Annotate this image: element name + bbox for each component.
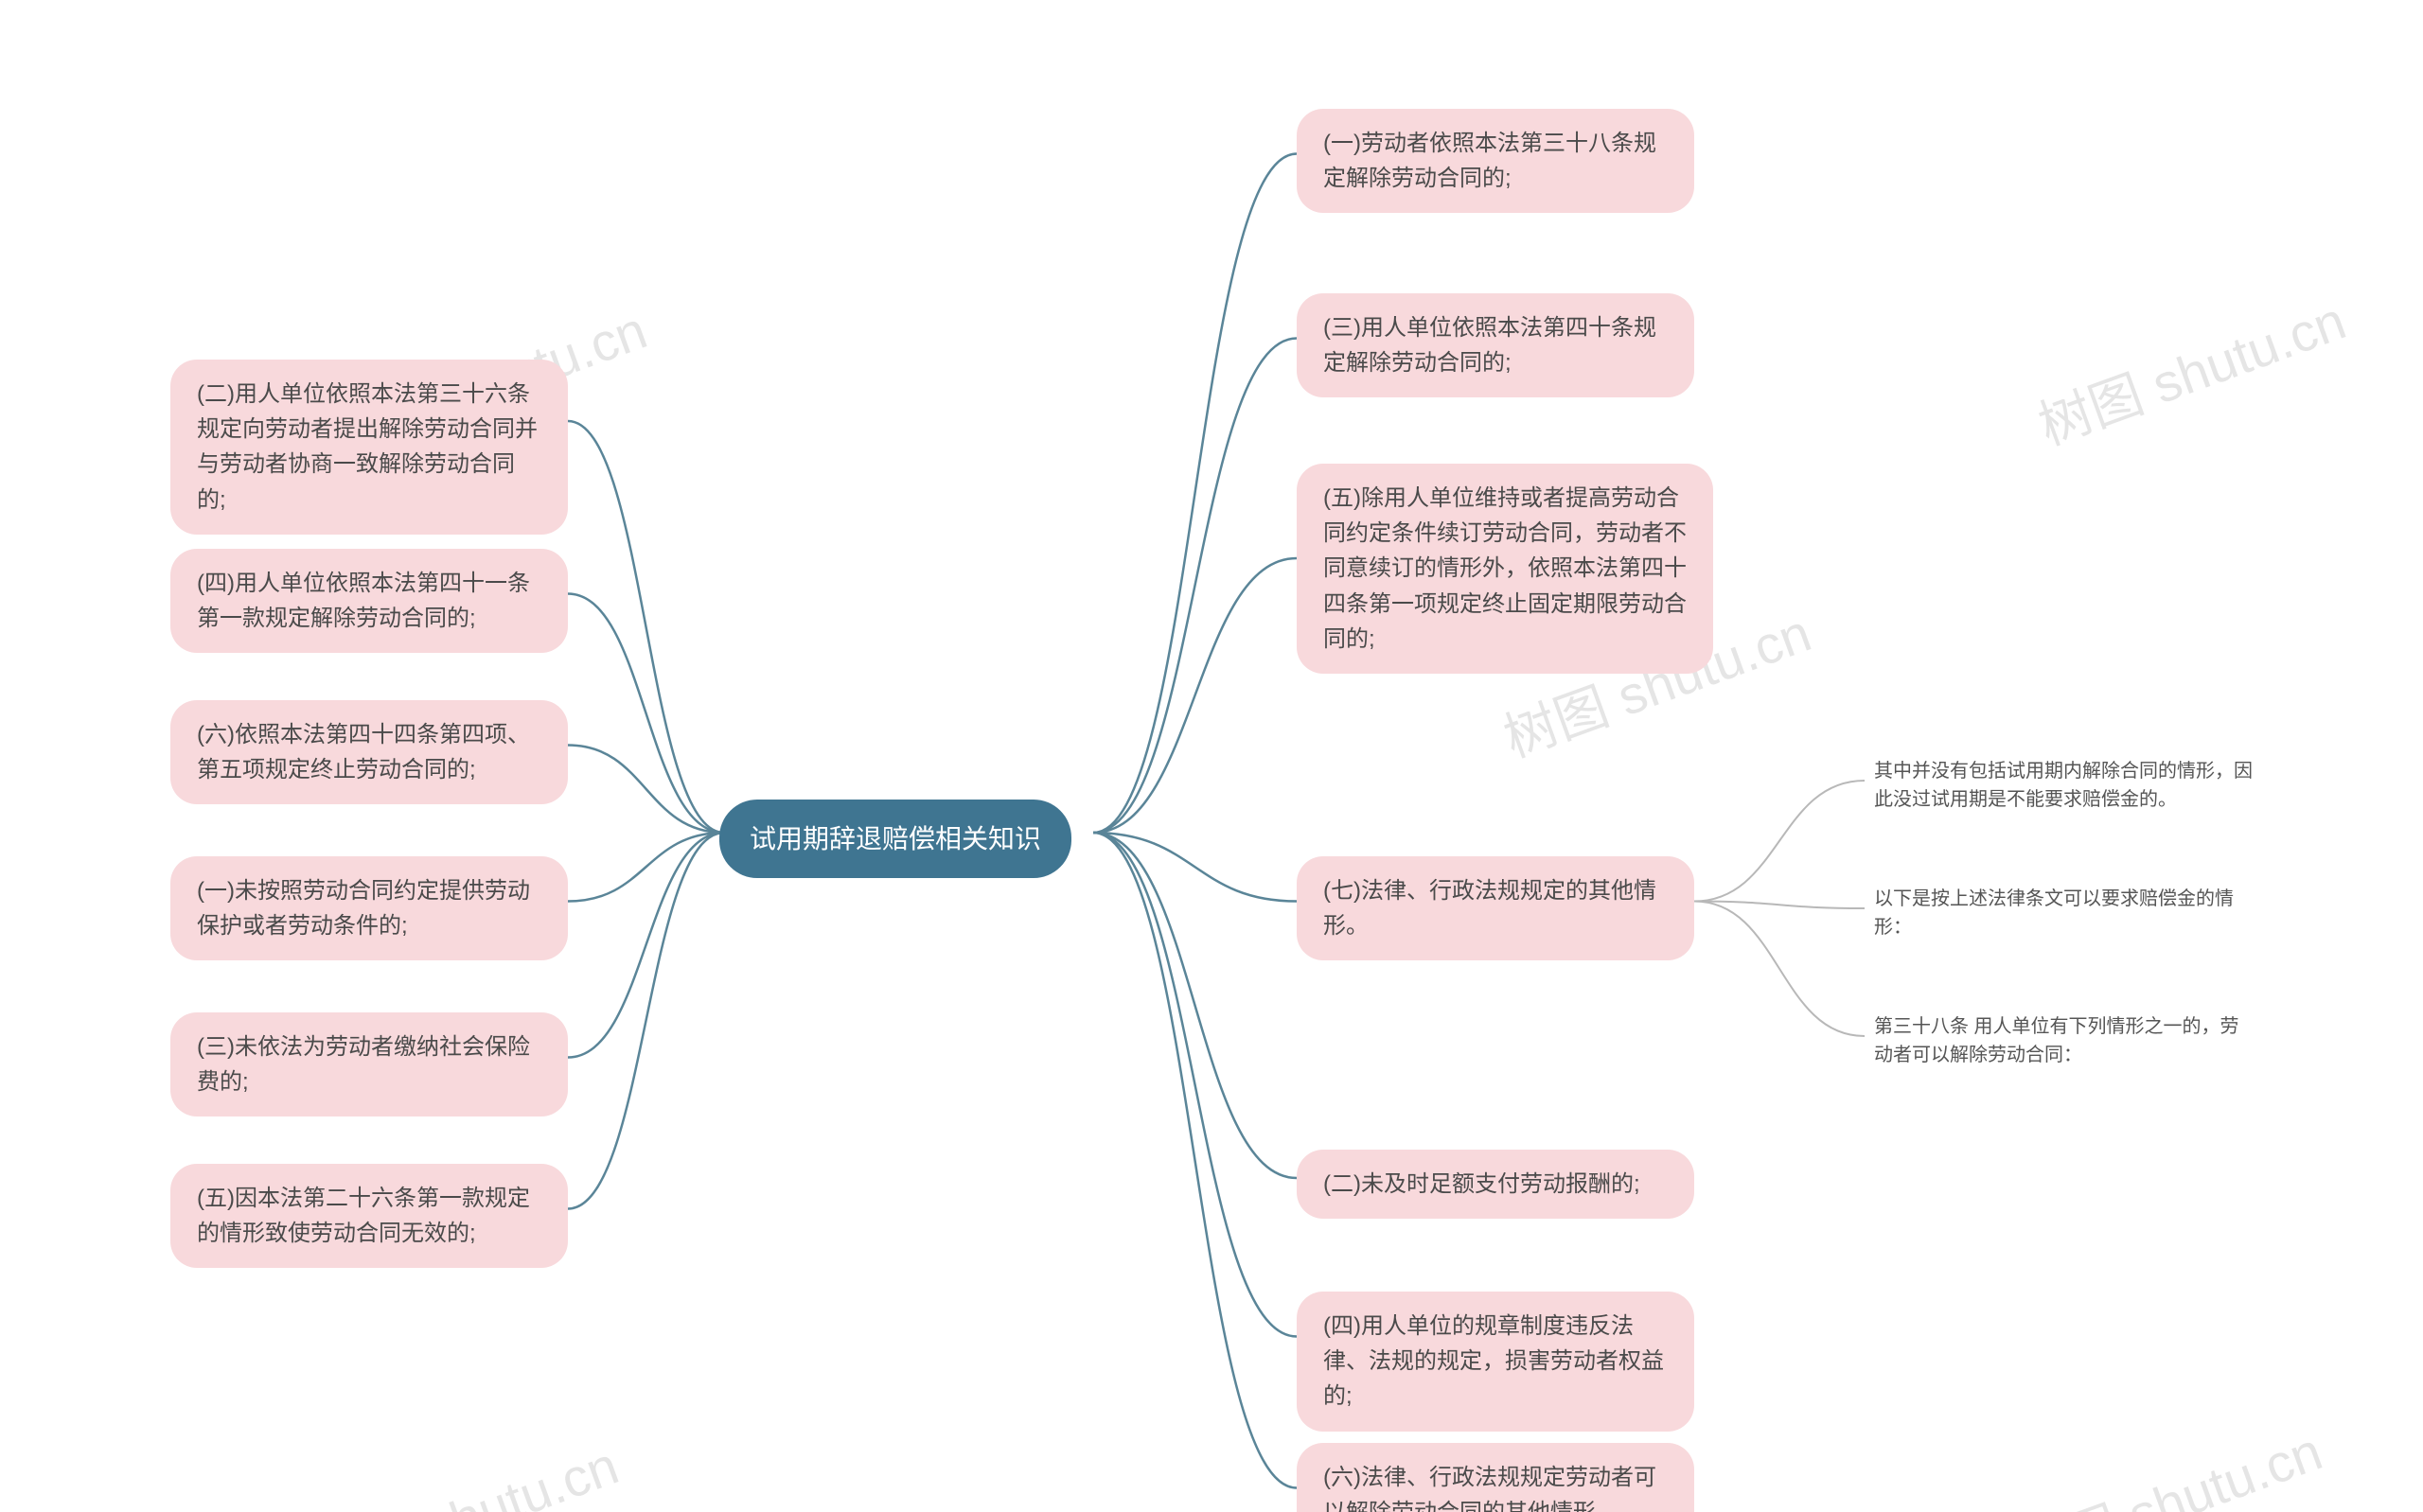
branch-node: (五)因本法第二十六条第一款规定的情形致使劳动合同无效的;: [170, 1164, 568, 1268]
branch-label: (五)除用人单位维持或者提高劳动合同约定条件续订劳动合同，劳动者不同意续订的情形…: [1323, 485, 1687, 652]
branch-node: (二)未及时足额支付劳动报酬的;: [1297, 1150, 1694, 1219]
branch-label: (四)用人单位的规章制度违反法律、法规的规定，损害劳动者权益的;: [1323, 1313, 1664, 1409]
leaf-node: 以下是按上述法律条文可以要求赔偿金的情形：: [1874, 885, 2253, 941]
branch-label: (一)未按照劳动合同约定提供劳动保护或者劳动条件的;: [197, 878, 530, 939]
branch-node: (一)劳动者依照本法第三十八条规定解除劳动合同的;: [1297, 109, 1694, 213]
branch-label: (三)未依法为劳动者缴纳社会保险费的;: [197, 1034, 530, 1095]
branch-label: (二)未及时足额支付劳动报酬的;: [1323, 1171, 1640, 1197]
watermark: 树图 shutu.cn: [2003, 1409, 2331, 1512]
branch-node: (二)用人单位依照本法第三十六条规定向劳动者提出解除劳动合同并与劳动者协商一致解…: [170, 360, 568, 535]
branch-node: (三)用人单位依照本法第四十条规定解除劳动合同的;: [1297, 293, 1694, 397]
watermark: 树图 shutu.cn: [299, 1423, 628, 1512]
branch-label: (七)法律、行政法规规定的其他情形。: [1323, 878, 1656, 939]
branch-label: (二)用人单位依照本法第三十六条规定向劳动者提出解除劳动合同并与劳动者协商一致解…: [197, 381, 538, 513]
center-node: 试用期辞退赔偿相关知识: [719, 800, 1071, 878]
branch-node: (四)用人单位的规章制度违反法律、法规的规定，损害劳动者权益的;: [1297, 1292, 1694, 1432]
branch-node: (四)用人单位依照本法第四十一条第一款规定解除劳动合同的;: [170, 549, 568, 653]
branch-label: (一)劳动者依照本法第三十八条规定解除劳动合同的;: [1323, 131, 1656, 191]
branch-node: (三)未依法为劳动者缴纳社会保险费的;: [170, 1012, 568, 1116]
branch-node: (五)除用人单位维持或者提高劳动合同约定条件续订劳动合同，劳动者不同意续订的情形…: [1297, 464, 1713, 674]
branch-node: (六)依照本法第四十四条第四项、第五项规定终止劳动合同的;: [170, 700, 568, 804]
branch-label: (三)用人单位依照本法第四十条规定解除劳动合同的;: [1323, 315, 1656, 376]
leaf-node: 其中并没有包括试用期内解除合同的情形，因此没过试用期是不能要求赔偿金的。: [1874, 757, 2253, 814]
branch-node: (七)法律、行政法规规定的其他情形。: [1297, 856, 1694, 960]
leaf-node: 第三十八条 用人单位有下列情形之一的，劳动者可以解除劳动合同：: [1874, 1012, 2253, 1069]
branch-node: (一)未按照劳动合同约定提供劳动保护或者劳动条件的;: [170, 856, 568, 960]
branch-label: (五)因本法第二十六条第一款规定的情形致使劳动合同无效的;: [197, 1186, 530, 1246]
watermark: 树图 shutu.cn: [2026, 278, 2355, 460]
branch-label: (四)用人单位依照本法第四十一条第一款规定解除劳动合同的;: [197, 571, 530, 631]
branch-label: (六)依照本法第四十四条第四项、第五项规定终止劳动合同的;: [197, 722, 530, 782]
branch-node: (六)法律、行政法规规定劳动者可以解除劳动合同的其他情形。: [1297, 1443, 1694, 1512]
branch-label: (六)法律、行政法规规定劳动者可以解除劳动合同的其他情形。: [1323, 1465, 1656, 1512]
